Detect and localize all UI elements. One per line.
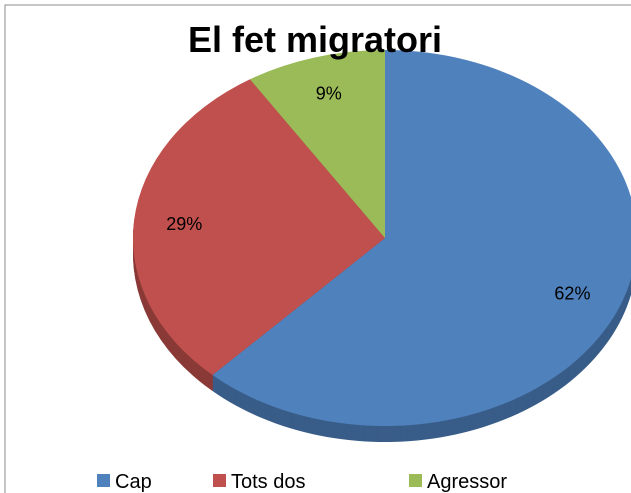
legend-swatch — [409, 474, 422, 487]
legend-label: Cap — [115, 471, 152, 493]
legend-swatch — [213, 474, 226, 487]
data-label: 29% — [166, 214, 202, 234]
slice — [133, 79, 385, 376]
slice — [249, 50, 385, 238]
legend-swatch — [97, 474, 110, 487]
legend-label: Agressor — [427, 471, 507, 493]
chart-title: El fet migratori — [188, 19, 442, 60]
pie — [132, 50, 631, 442]
data-label: 62% — [554, 283, 590, 303]
slice — [212, 50, 631, 426]
data-label: 9% — [316, 84, 342, 104]
legend-label: Tots dos — [231, 471, 305, 493]
